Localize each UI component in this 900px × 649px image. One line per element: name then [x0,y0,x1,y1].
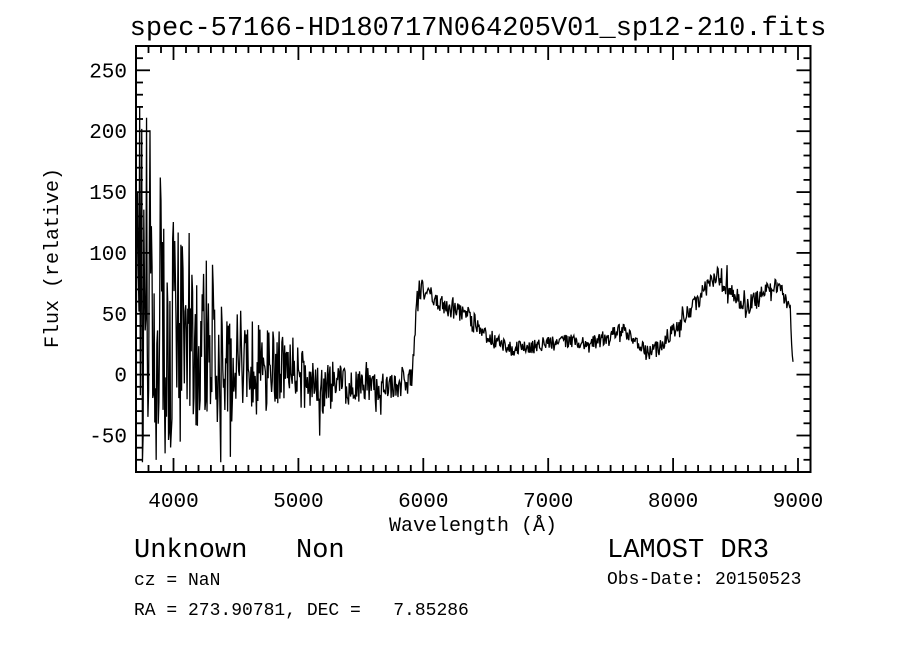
plot-title: spec-57166-HD180717N064205V01_sp12-210.f… [130,14,827,44]
plot-frame [135,45,812,473]
y-tick-label: -50 [89,427,127,450]
ra-dec-value: RA = 273.90781, DEC = 7.85286 [134,601,469,621]
x-tick-label: 8000 [648,491,698,514]
y-axis-label: Flux (relative) [42,168,65,348]
spectrum-line [136,107,794,463]
y-tick-label: 0 [114,366,127,389]
x-tick-label: 6000 [398,491,448,514]
x-tick-label: 5000 [273,491,323,514]
y-tick-label: 100 [89,244,127,267]
y-tick-label: 50 [102,305,127,328]
y-tick-label: 150 [89,183,127,206]
y-tick-label: 250 [89,61,127,84]
cz-value: cz = NaN [134,571,221,591]
x-tick-label: 9000 [773,491,823,514]
y-tick-label: 200 [89,122,127,145]
x-axis-label: Wavelength (Å) [389,515,557,538]
obs-date: Obs-Date: 20150523 [607,570,802,590]
classification-label: Unknown Non [134,536,345,566]
x-tick-label: 7000 [523,491,573,514]
spectrum-trace-layer [136,107,794,463]
x-tick-label: 4000 [148,491,198,514]
survey-label: LAMOST DR3 [607,536,770,566]
